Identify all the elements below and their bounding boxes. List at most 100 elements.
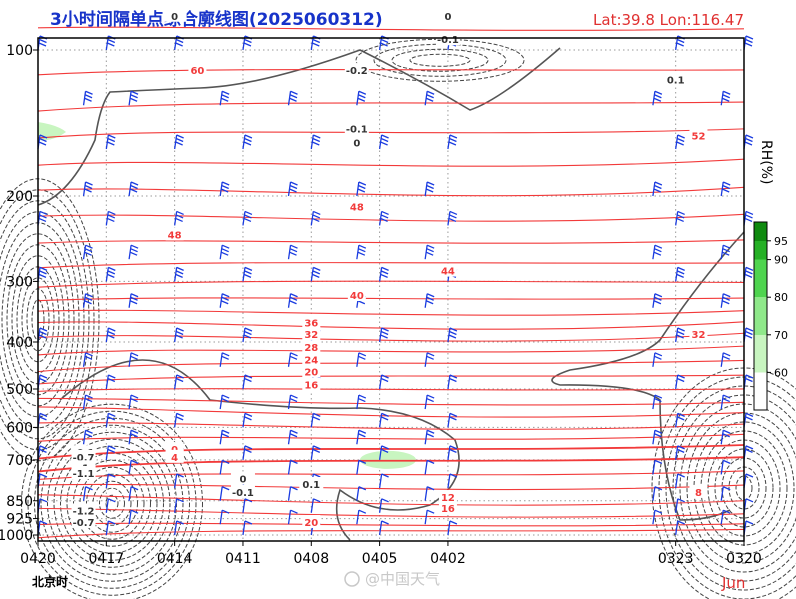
temperature-contour [37, 507, 745, 518]
wind-barb [310, 134, 321, 150]
wind-barb [128, 244, 139, 260]
wind-barb [356, 459, 367, 475]
wind-barb [424, 459, 435, 475]
wind-barb [219, 459, 230, 475]
temperature-label: 4 [171, 453, 178, 464]
wind-barb [37, 210, 48, 226]
vvel-label-bg [299, 477, 324, 491]
wind-barb [675, 134, 685, 150]
colorbar-tick-label: 70 [774, 329, 788, 342]
vvel-label-bg [71, 449, 96, 463]
temperature-contour [37, 494, 745, 506]
wind-barb [652, 90, 663, 106]
temperature-contour [37, 128, 745, 139]
colorbar-tick-label: 95 [774, 235, 788, 248]
watermark: @中国天气 [365, 570, 440, 588]
wind-barb [242, 445, 253, 460]
wind-barb [675, 327, 685, 343]
wind-barb [105, 374, 116, 390]
temperature-label-bg [438, 263, 457, 277]
temperature-label-bg [302, 315, 321, 329]
temperature-contour [37, 26, 745, 31]
temperature-contour [37, 374, 745, 385]
wind-barb [652, 244, 663, 260]
wind-barb [447, 374, 458, 390]
wind-barb [219, 293, 230, 308]
weibo-icon [344, 571, 360, 587]
wind-barb [675, 520, 685, 536]
temperature-contour [37, 332, 745, 342]
temperature-label-bg [302, 364, 321, 378]
wind-barb [424, 181, 435, 197]
wind-barb [675, 266, 685, 282]
wind-barb [174, 412, 184, 428]
vvel-contour-lower-right [714, 448, 774, 528]
wind-barb [424, 509, 435, 525]
wind-barb [82, 352, 93, 367]
temperature-label-bg [347, 199, 366, 213]
temperature-label: 12 [441, 493, 455, 504]
vvel-label: -0.1 [232, 488, 254, 499]
vvel-label-bg [435, 8, 460, 22]
vvel-label-bg [663, 72, 688, 86]
temperature-label: 16 [441, 504, 455, 515]
wind-barb [743, 520, 754, 536]
rh-area-700hpa [360, 450, 416, 469]
wind-barb [105, 327, 116, 343]
wind-barb [720, 244, 731, 260]
wind-barb [128, 394, 139, 410]
wind-barb [720, 459, 731, 475]
wind-barb [356, 181, 367, 197]
vvel-label-bg [71, 503, 96, 517]
wind-barb [720, 394, 731, 410]
wind-barb [287, 429, 298, 445]
y-tick-label: 100 [6, 43, 33, 59]
wind-barb [287, 459, 298, 475]
wind-barb [219, 90, 230, 106]
temperature-contour [37, 345, 745, 356]
y-tick-label: 1000 [0, 528, 33, 544]
colorbar-tick-label: 90 [774, 254, 788, 267]
wind-barb [82, 244, 93, 260]
x-axis: 0420 0417 0414 0411 0408 0405 0402 0323 0320 [20, 541, 762, 567]
y-tick-label: 925 [6, 512, 33, 528]
wind-barb [174, 520, 184, 536]
wind-barb [128, 486, 139, 501]
vvel-contour-lower-left [34, 417, 190, 589]
y-tick-label: 700 [6, 453, 33, 469]
wind-barb [743, 327, 754, 343]
wind-barb [219, 509, 230, 525]
vvel-contour-upper-left [21, 277, 55, 363]
vvel-label: 0.1 [667, 75, 685, 86]
wind-barb [356, 509, 367, 525]
x-tick-label: 0405 [362, 551, 398, 567]
wind-barb [356, 394, 367, 410]
vvel-label-bg [162, 8, 187, 22]
wind-barb [105, 498, 116, 513]
temperature-label-bg [188, 63, 207, 77]
wind-barb [37, 266, 48, 282]
vvel-contour-top [391, 48, 489, 72]
temperature-contour [37, 101, 745, 112]
temperature-label-bg [165, 227, 184, 241]
month-label: Jun [721, 574, 745, 592]
vvel-label-bg [230, 471, 255, 485]
vvel-label: -0.7 [73, 518, 95, 529]
temperature-contour [37, 388, 745, 392]
wind-barb [242, 266, 253, 282]
temperature-contour [37, 397, 745, 406]
wind-barb [720, 429, 731, 445]
temperature-label-bg [165, 449, 184, 463]
temperature-label: 20 [304, 518, 318, 529]
temperature-label: 24 [304, 356, 318, 367]
wind-barb [174, 473, 184, 489]
temperature-label: 28 [304, 343, 318, 354]
wind-barb [310, 412, 321, 428]
vvel-label-bg [344, 135, 369, 149]
wind-barb [356, 486, 367, 501]
wind-barb [447, 520, 458, 536]
vvel-label-bg [344, 63, 369, 77]
wind-barb [287, 486, 298, 501]
vvel-contour-lower-left [99, 487, 125, 519]
